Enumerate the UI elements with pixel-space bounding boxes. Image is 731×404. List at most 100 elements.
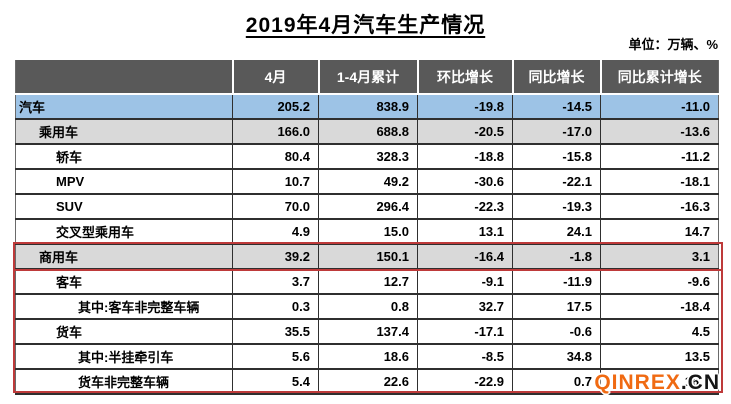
value-cell: 3.7 [232,269,319,294]
row-label: 货车 [15,319,233,344]
table-row: 货车 35.5 137.4 -17.1 -0.6 4.5 [15,319,719,344]
value-cell: 0.7 [512,369,601,394]
value-cell: 0.3 [232,294,319,319]
row-label: SUV [15,194,233,219]
row-label: 商用车 [15,244,233,269]
row-label: 交叉型乘用车 [15,219,233,244]
value-cell: -18.4 [600,294,719,319]
value-cell: 205.2 [232,94,319,119]
table-row: 交叉型乘用车 4.9 15.0 13.1 24.1 14.7 [15,219,719,244]
row-label: 货车非完整车辆 [15,369,233,394]
value-cell: -16.4 [417,244,513,269]
page-title: 2019年4月汽车生产情况 [0,9,731,39]
value-cell: 137.4 [318,319,418,344]
value-cell: -17.0 [512,119,601,144]
value-cell: 80.4 [232,144,319,169]
table-row: 商用车 39.2 150.1 -16.4 -1.8 3.1 [15,244,719,269]
value-cell: -19.3 [512,194,601,219]
value-cell: 838.9 [318,94,418,119]
unit-label: 单位：万辆、% [628,37,718,52]
value-cell: 17.5 [512,294,601,319]
table-row: SUV 70.0 296.4 -22.3 -19.3 -16.3 [15,194,719,219]
value-cell: 13.5 [600,344,719,369]
value-cell: 4.5 [600,319,719,344]
table-row: 汽车 205.2 838.9 -19.8 -14.5 -11.0 [15,94,719,119]
table-header: 4月 1-4月累计 环比增长 同比增长 同比累计增长 [15,60,719,94]
value-cell: -22.1 [512,169,601,194]
value-cell: 10.7 [232,169,319,194]
value-cell: -9.1 [417,269,513,294]
row-label: 乘用车 [15,119,233,144]
value-cell: -1.8 [512,244,601,269]
value-cell: 4.9 [232,219,319,244]
row-label: MPV [15,169,233,194]
table-row: 货车非完整车辆 5.4 22.6 -22.9 0.7 16.1 [15,369,719,394]
column-header [15,60,233,94]
table-row: 轿车 80.4 328.3 -18.8 -15.8 -11.2 [15,144,719,169]
value-cell: 296.4 [318,194,418,219]
value-cell: -22.9 [417,369,513,394]
value-cell: -19.8 [417,94,513,119]
column-header: 同比增长 [511,60,601,94]
value-cell: 12.7 [318,269,418,294]
value-cell: -20.5 [417,119,513,144]
column-header: 环比增长 [416,60,513,94]
value-cell: -11.0 [600,94,719,119]
table-row: 乘用车 166.0 688.8 -20.5 -17.0 -13.6 [15,119,719,144]
row-label: 客车 [15,269,233,294]
value-cell: 22.6 [318,369,418,394]
row-label: 其中:客车非完整车辆 [15,294,233,319]
value-cell: -11.9 [512,269,601,294]
header-row: 4月 1-4月累计 环比增长 同比增长 同比累计增长 [15,60,719,94]
value-cell: -18.1 [600,169,719,194]
value-cell: 32.7 [417,294,513,319]
value-cell: 5.4 [232,369,319,394]
row-label: 轿车 [15,144,233,169]
value-cell: -8.5 [417,344,513,369]
table-row: 客车 3.7 12.7 -9.1 -11.9 -9.6 [15,269,719,294]
value-cell: 16.1 [600,369,719,394]
value-cell: -13.6 [600,119,719,144]
value-cell: 15.0 [318,219,418,244]
value-cell: 39.2 [232,244,319,269]
value-cell: 18.6 [318,344,418,369]
value-cell: 14.7 [600,219,719,244]
value-cell: -22.3 [417,194,513,219]
column-header: 同比累计增长 [599,60,719,94]
page-title-text: 2019年4月汽车生产情况 [245,14,486,37]
value-cell: 49.2 [318,169,418,194]
value-cell: -17.1 [417,319,513,344]
value-cell: -0.6 [512,319,601,344]
table-body: 汽车 205.2 838.9 -19.8 -14.5 -11.0 乘用车 166.0 688.8… [15,94,719,394]
value-cell: 688.8 [318,119,418,144]
column-header: 4月 [231,60,319,94]
value-cell: 3.1 [600,244,719,269]
watermark: QINREX.CN [594,371,720,395]
value-cell: -18.8 [417,144,513,169]
value-cell: 166.0 [232,119,319,144]
value-cell: 24.1 [512,219,601,244]
watermark-suffix: .CN [680,371,720,394]
column-header: 1-4月累计 [317,60,418,94]
value-cell: -30.6 [417,169,513,194]
value-cell: 35.5 [232,319,319,344]
value-cell: -11.2 [600,144,719,169]
table-row: 其中:客车非完整车辆 0.3 0.8 32.7 17.5 -18.4 [15,294,719,319]
row-label: 其中:半挂牵引车 [15,344,233,369]
value-cell: -9.6 [600,269,719,294]
value-cell: -15.8 [512,144,601,169]
table-row: 其中:半挂牵引车 5.6 18.6 -8.5 34.8 13.5 [15,344,719,369]
value-cell: 328.3 [318,144,418,169]
watermark-brand: QINREX [594,371,681,394]
table-row: MPV 10.7 49.2 -30.6 -22.1 -18.1 [15,169,719,194]
value-cell: -14.5 [512,94,601,119]
row-label: 汽车 [15,94,233,119]
value-cell: 34.8 [512,344,601,369]
production-table: 4月 1-4月累计 环比增长 同比增长 同比累计增长 汽车 205.2 838.9 -19.8… [15,60,719,395]
value-cell: 13.1 [417,219,513,244]
value-cell: -16.3 [600,194,719,219]
value-cell: 0.8 [318,294,418,319]
value-cell: 150.1 [318,244,418,269]
value-cell: 70.0 [232,194,319,219]
